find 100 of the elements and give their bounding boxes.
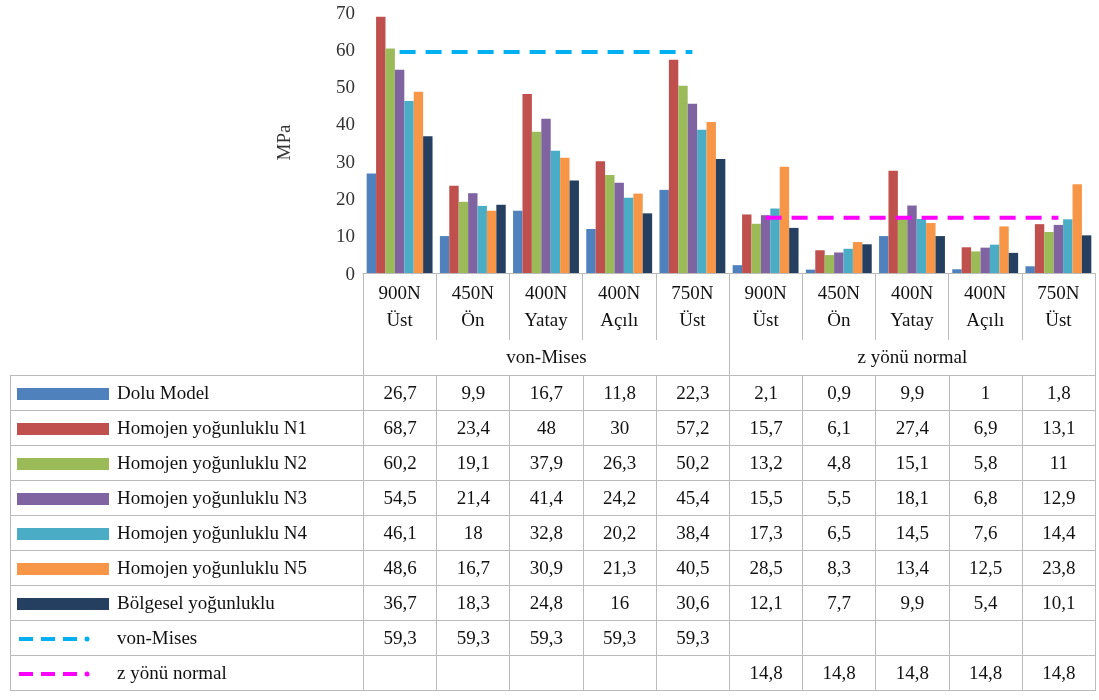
legend-label: Homojen yoğunluklu N3 <box>10 480 364 515</box>
bar <box>623 197 634 273</box>
legend-label: z yönü normal <box>10 655 364 690</box>
data-label: 22,3 <box>656 375 730 410</box>
data-label: 57,2 <box>656 410 730 445</box>
bar <box>614 182 624 273</box>
bar <box>706 121 716 273</box>
bar <box>989 244 1000 273</box>
bar <box>760 215 771 273</box>
bar <box>550 150 561 273</box>
data-label: 18 <box>436 515 510 550</box>
data-label: 40,5 <box>656 550 730 585</box>
data-label: 68,7 <box>363 410 437 445</box>
data-label: 16,7 <box>436 550 510 585</box>
bar <box>1034 224 1045 273</box>
bar <box>1008 252 1019 273</box>
bar <box>404 101 414 273</box>
data-label: 36,7 <box>363 585 437 620</box>
x-tick-label: 450N Ön <box>817 282 861 330</box>
data-label: 14,8 <box>729 655 803 690</box>
y-tick-label: 30 <box>336 150 355 172</box>
data-label: 26,3 <box>583 445 657 480</box>
data-label: 14,8 <box>802 655 876 690</box>
data-label: 23,4 <box>436 410 510 445</box>
y-tick-label: 40 <box>336 113 355 135</box>
data-label: 16,7 <box>509 375 584 410</box>
data-label: 24,8 <box>509 585 584 620</box>
data-label: 38,4 <box>656 515 730 550</box>
bar <box>697 129 707 273</box>
data-label: 13,1 <box>1022 410 1096 445</box>
data-label: 12,5 <box>949 550 1023 585</box>
data-label: 10,1 <box>1022 585 1096 620</box>
bar <box>1025 266 1035 273</box>
bar <box>496 204 506 273</box>
legend-label: Homojen yoğunluklu N5 <box>10 550 364 585</box>
bar <box>715 158 726 273</box>
bar <box>742 214 752 273</box>
bar <box>888 170 898 273</box>
bar <box>458 201 469 273</box>
data-label: 13,2 <box>729 445 803 480</box>
bar <box>779 166 790 273</box>
bar <box>1072 184 1082 273</box>
bar <box>999 226 1009 273</box>
x-tick-label: 400N Yatay <box>524 282 569 330</box>
bar <box>394 69 405 273</box>
data-label: 4,8 <box>802 445 876 480</box>
data-label: 30,9 <box>509 550 584 585</box>
data-label: 11 <box>1022 445 1096 480</box>
data-label: 60,2 <box>363 445 437 480</box>
data-label: 30,6 <box>656 585 730 620</box>
bar <box>659 189 669 273</box>
bar <box>834 252 844 273</box>
data-label: 5,8 <box>949 445 1023 480</box>
data-label: 1,8 <box>1022 375 1096 410</box>
data-label: 15,5 <box>729 480 803 515</box>
data-label: 28,5 <box>729 550 803 585</box>
bar <box>1053 224 1064 273</box>
bar <box>879 236 889 273</box>
x-tick-label: 900N Üst <box>378 282 421 330</box>
bar <box>1063 219 1073 273</box>
bar <box>815 250 825 273</box>
data-label: 14,5 <box>875 515 949 550</box>
data-label: 11,8 <box>583 375 657 410</box>
legend-label: Dolu Model <box>10 375 364 410</box>
bar <box>449 185 459 273</box>
bar <box>522 94 532 273</box>
bar <box>1044 231 1054 273</box>
data-label: 6,5 <box>802 515 876 550</box>
data-label: 0,9 <box>802 375 876 410</box>
data-label: 48 <box>509 410 584 445</box>
data-label: 14,8 <box>949 655 1023 690</box>
data-label: 37,9 <box>509 445 584 480</box>
bar <box>687 103 698 273</box>
bar <box>935 236 945 273</box>
x-tick-label: 750N Üst <box>671 282 714 330</box>
bar <box>513 210 523 273</box>
y-tick-label: 50 <box>336 76 355 98</box>
bar <box>824 255 835 273</box>
data-label: 59,3 <box>509 620 584 655</box>
bar <box>586 229 596 273</box>
bar <box>477 205 487 273</box>
x-tick-label: 400N Açılı <box>964 282 1007 330</box>
x-tick-label: 400N Yatay <box>890 282 935 330</box>
data-label: 59,3 <box>583 620 657 655</box>
data-label: 20,2 <box>583 515 657 550</box>
x-tick-label: 400N Açılı <box>598 282 641 330</box>
bar <box>980 247 990 273</box>
bar <box>366 173 377 273</box>
data-label: 27,4 <box>875 410 949 445</box>
bar <box>468 193 478 273</box>
x-tick-label: 750N Üst <box>1037 282 1080 330</box>
bar <box>961 247 972 273</box>
data-label: 1 <box>949 375 1023 410</box>
bar <box>541 118 551 273</box>
data-label: 46,1 <box>363 515 437 550</box>
legend-label: Homojen yoğunluklu N2 <box>10 445 364 480</box>
data-label: 18,3 <box>436 585 510 620</box>
data-label: 12,1 <box>729 585 803 620</box>
bar <box>732 265 743 273</box>
data-label: 59,3 <box>363 620 437 655</box>
